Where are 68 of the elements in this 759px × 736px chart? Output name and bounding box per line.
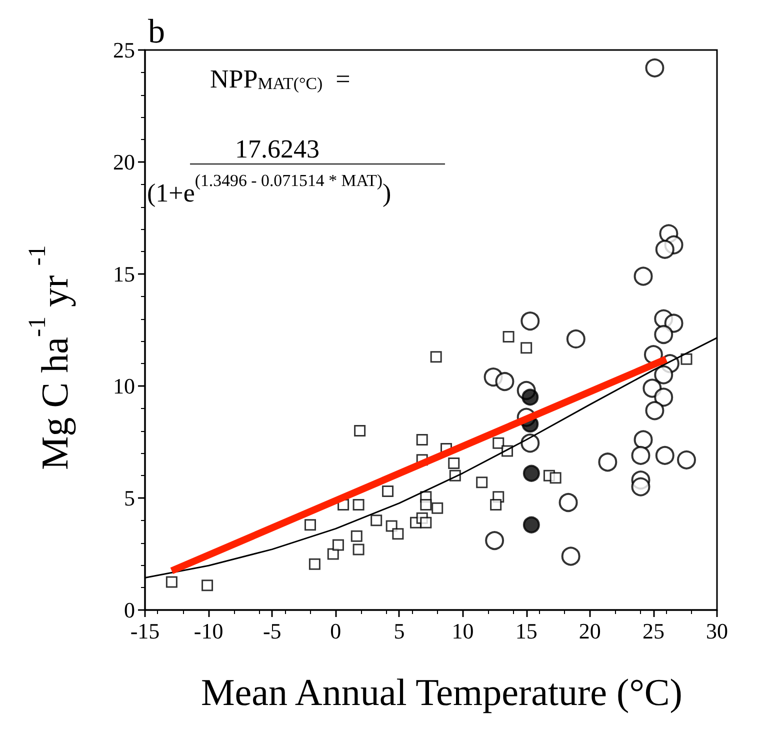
point <box>522 464 540 482</box>
point <box>654 388 674 407</box>
y-axis-title: Mg C ha-1 yr -1 <box>24 245 76 470</box>
point <box>654 365 674 384</box>
point <box>354 425 366 437</box>
point <box>430 351 442 363</box>
point <box>654 324 674 344</box>
point <box>655 240 674 259</box>
x-tick-label: 25 <box>642 618 664 644</box>
point <box>332 539 344 551</box>
point <box>308 558 320 570</box>
point <box>202 580 214 592</box>
y-tick-label: 25 <box>113 38 135 62</box>
point <box>645 401 664 420</box>
x-tick-label: -5 <box>262 618 282 644</box>
point <box>352 498 364 510</box>
point <box>631 477 650 496</box>
point <box>550 472 562 484</box>
x-tick-label: -10 <box>194 618 224 644</box>
point <box>664 314 684 333</box>
point <box>634 266 653 286</box>
point <box>350 530 362 542</box>
x-tick-label: 20 <box>578 618 601 644</box>
point <box>416 434 428 446</box>
x-tick-label: 5 <box>394 618 405 644</box>
point <box>502 330 514 342</box>
point <box>352 544 364 556</box>
point <box>655 446 674 465</box>
annotation: 17.6243 <box>235 134 320 164</box>
point <box>392 528 404 540</box>
point <box>634 430 653 450</box>
point <box>522 388 539 406</box>
point <box>448 458 460 470</box>
point <box>561 546 580 566</box>
y-tick-label: 15 <box>113 262 135 286</box>
point <box>420 516 432 528</box>
point <box>495 372 514 392</box>
point <box>680 353 692 365</box>
x-axis-title: Mean Annual Temperature (°C) <box>201 672 682 714</box>
point <box>304 519 316 531</box>
point <box>476 476 488 488</box>
x-tick-label: 10 <box>452 618 474 644</box>
point <box>566 329 586 348</box>
point <box>166 576 178 588</box>
point <box>490 498 502 510</box>
x-tick-label: 0 <box>330 618 342 644</box>
point <box>420 498 432 510</box>
point <box>432 502 444 514</box>
point <box>645 58 664 78</box>
point <box>558 492 578 512</box>
x-tick-label: 15 <box>515 618 538 644</box>
point <box>370 514 382 526</box>
point <box>522 516 540 534</box>
y-tick-label: 5 <box>124 486 135 510</box>
point <box>598 452 618 472</box>
annotation: NPPMAT(°C) = <box>210 64 350 94</box>
point <box>520 342 532 354</box>
y-tick-label: 20 <box>113 150 135 174</box>
point <box>520 312 540 331</box>
x-tick-label: 30 <box>706 618 728 644</box>
point <box>520 434 540 453</box>
annotation: b <box>148 14 165 51</box>
point <box>382 486 394 498</box>
y-tick-label: 10 <box>113 374 135 398</box>
point <box>631 446 650 465</box>
point <box>677 450 696 470</box>
point <box>492 437 504 449</box>
point <box>485 531 504 550</box>
